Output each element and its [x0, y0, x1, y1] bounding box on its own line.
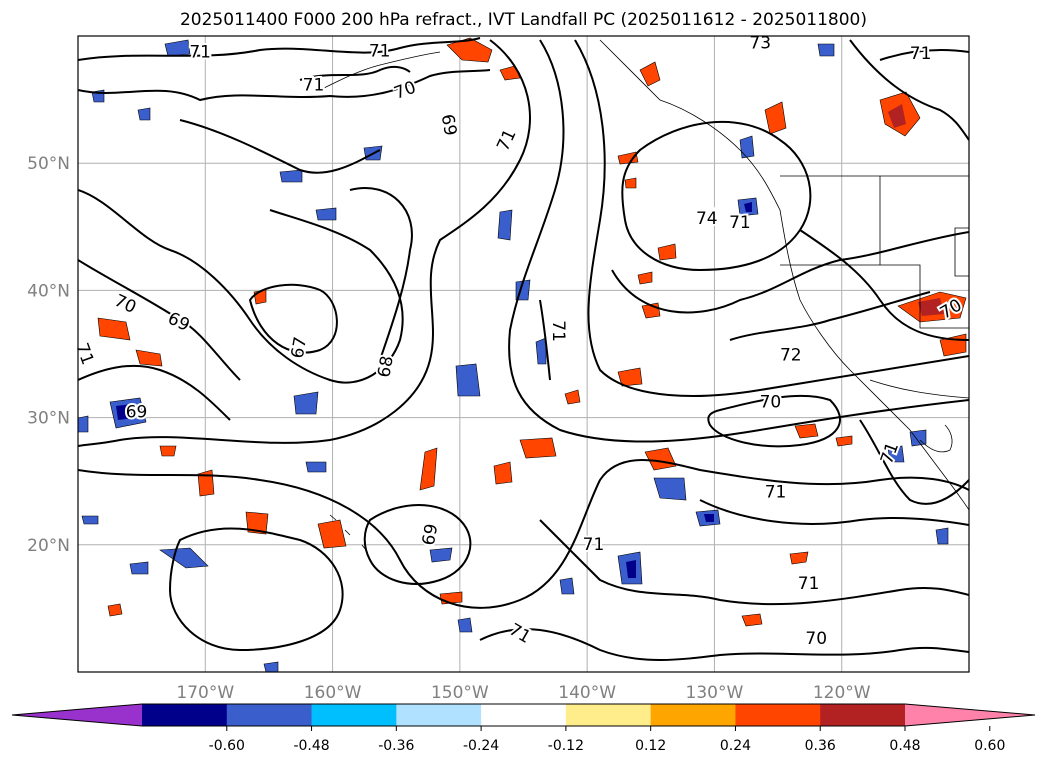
longitude-ticks: 170°W 160°W 150°W 140°W 130°W 120°W — [176, 683, 870, 703]
contour-label: 69 — [419, 522, 442, 547]
colorbar-segment — [820, 704, 906, 726]
colorbar-segment — [481, 704, 567, 726]
colorbar-segment — [565, 704, 652, 726]
lat-tick-label: 30°N — [27, 409, 70, 429]
contour-label: 74 — [696, 209, 718, 229]
contour-label: 71 — [369, 41, 391, 61]
map-frame — [77, 35, 970, 673]
colorbar-tick-label: 0.36 — [805, 738, 836, 754]
contour-label: 73 — [749, 34, 771, 54]
plot-title: 2025011400 F000 200 hPa refract., IVT La… — [179, 10, 867, 30]
colorbar-tick-label: -0.60 — [209, 738, 245, 754]
contour-label: 71 — [729, 213, 751, 233]
colorbar-tick-label: -0.36 — [378, 738, 414, 754]
colorbar-outline — [11, 703, 1036, 727]
lat-tick-label: 50°N — [27, 154, 70, 174]
coastline — [319, 39, 969, 551]
contour-label: 72 — [780, 345, 802, 365]
colorbar-segment — [735, 704, 821, 726]
colorbar-tick-label: -0.48 — [293, 738, 329, 754]
contour-label: 70 — [760, 392, 782, 412]
lat-tick-label: 40°N — [27, 281, 70, 301]
contour-label: 71 — [548, 320, 568, 342]
contour-label: 71 — [765, 483, 787, 503]
colorbar-min-extension — [12, 704, 142, 726]
contour-label: 71 — [583, 535, 605, 555]
lat-tick-label: 20°N — [27, 536, 70, 556]
contour-label: 71 — [910, 44, 932, 64]
contour-label: 70 — [805, 629, 827, 649]
lon-tick-label: 140°W — [558, 683, 616, 703]
colorbar-segment — [650, 704, 736, 726]
contour-lines — [78, 37, 969, 661]
latitude-ticks: 20°N 30°N 40°N 50°N — [27, 154, 70, 556]
colorbar-segment — [396, 704, 482, 726]
colorbar-tick-label: 0.48 — [889, 738, 920, 754]
colorbar-max-extension — [905, 704, 1035, 726]
contour-label: 67 — [288, 335, 311, 360]
lon-tick-label: 130°W — [686, 683, 744, 703]
contour-label: 69 — [126, 403, 148, 423]
colorbar-segment — [311, 704, 397, 726]
lon-tick-label: 160°W — [304, 683, 362, 703]
colorbar-tick-label: 0.60 — [974, 738, 1005, 754]
lon-tick-label: 150°W — [431, 683, 489, 703]
lon-tick-label: 170°W — [176, 683, 234, 703]
colorbar-tick-label: -0.12 — [548, 738, 584, 754]
colorbar-tick-label: 0.12 — [635, 738, 666, 754]
contour-label: 71 — [798, 574, 820, 594]
contour-label: 68 — [374, 354, 397, 379]
lon-tick-label: 120°W — [813, 683, 871, 703]
colorbar: -0.60 -0.48 -0.36 -0.24 -0.12 0.12 0.24 0.36 0.4… — [11, 703, 1036, 754]
colorbar-tick-label: 0.24 — [720, 738, 751, 754]
contour-label: 71 — [303, 76, 325, 96]
colorbar-segment — [226, 704, 313, 726]
contour-label: 71 — [189, 43, 211, 63]
colorbar-segment — [142, 704, 228, 726]
colorbar-tick-label: -0.24 — [463, 738, 499, 754]
contour-label: 69 — [437, 113, 460, 138]
shaded-field — [78, 37, 967, 672]
